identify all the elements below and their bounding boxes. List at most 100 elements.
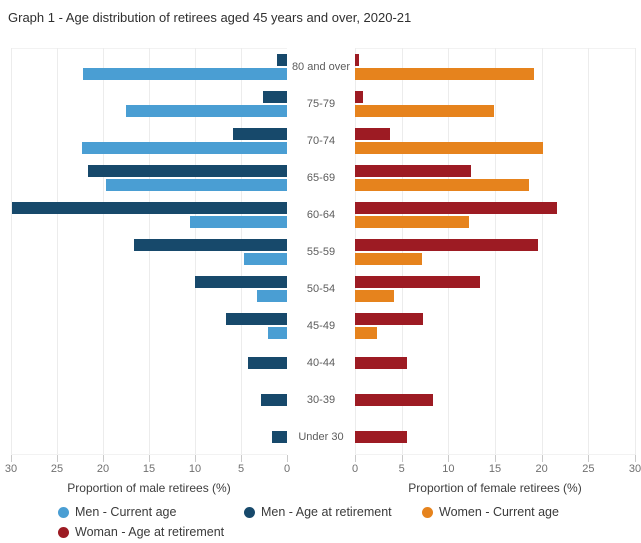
bar-men-retirement [134, 238, 287, 251]
chart-legend: Men - Current age Men - Age at retirement… [58, 503, 641, 541]
tick-label: 10 [188, 463, 202, 475]
age-row-right [355, 344, 635, 381]
age-label-row: Under 30 [287, 418, 355, 455]
axis-tick-labels-row: 30 25 20 15 10 5 0 0 5 10 15 20 25 30 [5, 462, 641, 478]
bar-men-current [105, 178, 287, 191]
legend-label: Men - Current age [75, 505, 177, 519]
legend-item-women-current[interactable]: Women - Current age [422, 503, 612, 521]
age-row-right [355, 48, 635, 85]
axis-tick [103, 455, 104, 462]
bar-women-retirement [355, 90, 364, 103]
gridline [57, 48, 58, 455]
bar-women-retirement [355, 393, 434, 406]
legend-dot-icon [58, 506, 69, 518]
bar-men-retirement [248, 356, 287, 369]
bar-women-retirement [355, 201, 557, 214]
bar-women-current [355, 326, 378, 339]
bar-women-current [355, 289, 395, 302]
bar-men-retirement [88, 164, 287, 177]
gridline [541, 48, 543, 455]
right-axis-ticks [355, 455, 636, 462]
legend-label: Men - Age at retirement [261, 505, 392, 519]
legend-dot-icon [244, 506, 255, 518]
tick-label: 0 [283, 463, 291, 475]
bar-men-retirement [195, 275, 287, 288]
age-row-left [11, 270, 287, 307]
age-group-label: 75-79 [306, 97, 336, 110]
left-plot-men [11, 48, 288, 455]
axis-tick [401, 455, 403, 462]
age-row-right [355, 307, 635, 344]
bar-men-current [190, 215, 287, 228]
age-label-row: 65-69 [287, 159, 355, 196]
bar-men-retirement [263, 90, 287, 103]
legend-dot-icon [422, 506, 433, 518]
age-row-right [355, 381, 635, 418]
axis-tick [149, 455, 150, 462]
age-group-label: 60-64 [306, 208, 336, 221]
age-label-row: 50-54 [287, 270, 355, 307]
age-row-right [355, 196, 635, 233]
age-row-left [11, 196, 287, 233]
chart-title: Graph 1 - Age distribution of retirees a… [8, 10, 412, 25]
tick-label: 30 [628, 463, 641, 475]
bar-women-retirement [355, 164, 471, 177]
bar-women-current [355, 252, 423, 265]
age-row-left [11, 307, 287, 344]
tick-label: 10 [442, 463, 455, 475]
age-row-right [355, 122, 635, 159]
age-label-row: 45-49 [287, 307, 355, 344]
age-row-left [11, 85, 287, 122]
age-label-row: 70-74 [287, 122, 355, 159]
bar-women-current [355, 215, 469, 228]
gridline [241, 48, 242, 455]
age-label-row: 75-79 [287, 85, 355, 122]
age-label-row: 30-39 [287, 381, 355, 418]
gridline [448, 48, 450, 455]
right-axis-title: Proportion of female retirees (%) [408, 481, 582, 495]
bar-women-retirement [355, 127, 390, 140]
age-group-label: 40-44 [306, 356, 336, 369]
tick-label: 25 [582, 463, 595, 475]
legend-item-men-retirement[interactable]: Men - Age at retirement [244, 503, 422, 521]
age-label-row: 60-64 [287, 196, 355, 233]
bar-men-retirement [272, 430, 287, 443]
bar-women-retirement [355, 238, 538, 251]
legend-item-men-current[interactable]: Men - Current age [58, 503, 244, 521]
gridline [588, 48, 590, 455]
bar-men-current [126, 104, 287, 117]
gridline [195, 48, 196, 455]
tick-label: 0 [351, 463, 359, 475]
axis-titles-row: Proportion of male retirees (%) Proporti… [11, 481, 641, 495]
bar-women-current [355, 141, 543, 154]
bar-men-current [81, 141, 287, 154]
axis-tick [11, 455, 12, 462]
legend-dot-icon [58, 526, 69, 538]
left-axis-title: Proportion of male retirees (%) [67, 481, 231, 495]
age-row-left [11, 159, 287, 196]
right-plot-women [355, 48, 636, 455]
age-row-right [355, 159, 635, 196]
gridline [355, 48, 356, 455]
bar-men-current [82, 67, 287, 80]
age-group-label: 45-49 [306, 319, 336, 332]
axis-tick [495, 455, 496, 462]
age-group-label: 50-54 [306, 282, 336, 295]
bar-women-retirement [355, 53, 359, 66]
legend-item-women-retirement[interactable]: Woman - Age at retirement [58, 523, 224, 541]
age-label-row: 55-59 [287, 233, 355, 270]
age-row-right [355, 418, 635, 455]
axis-tick [287, 455, 288, 462]
chart: 80 and over 75-79 70-74 65-69 60-64 55-59 50-5… [0, 48, 641, 541]
gridline [495, 48, 496, 455]
axis-tick [541, 455, 543, 462]
age-row-left [11, 418, 287, 455]
bar-women-retirement [355, 356, 408, 369]
gridline [149, 48, 150, 455]
gridline [103, 48, 104, 455]
tick-label: 5 [398, 463, 405, 475]
bar-men-current [267, 326, 287, 339]
age-row-left [11, 122, 287, 159]
age-row-left [11, 233, 287, 270]
axis-tick [57, 455, 58, 462]
